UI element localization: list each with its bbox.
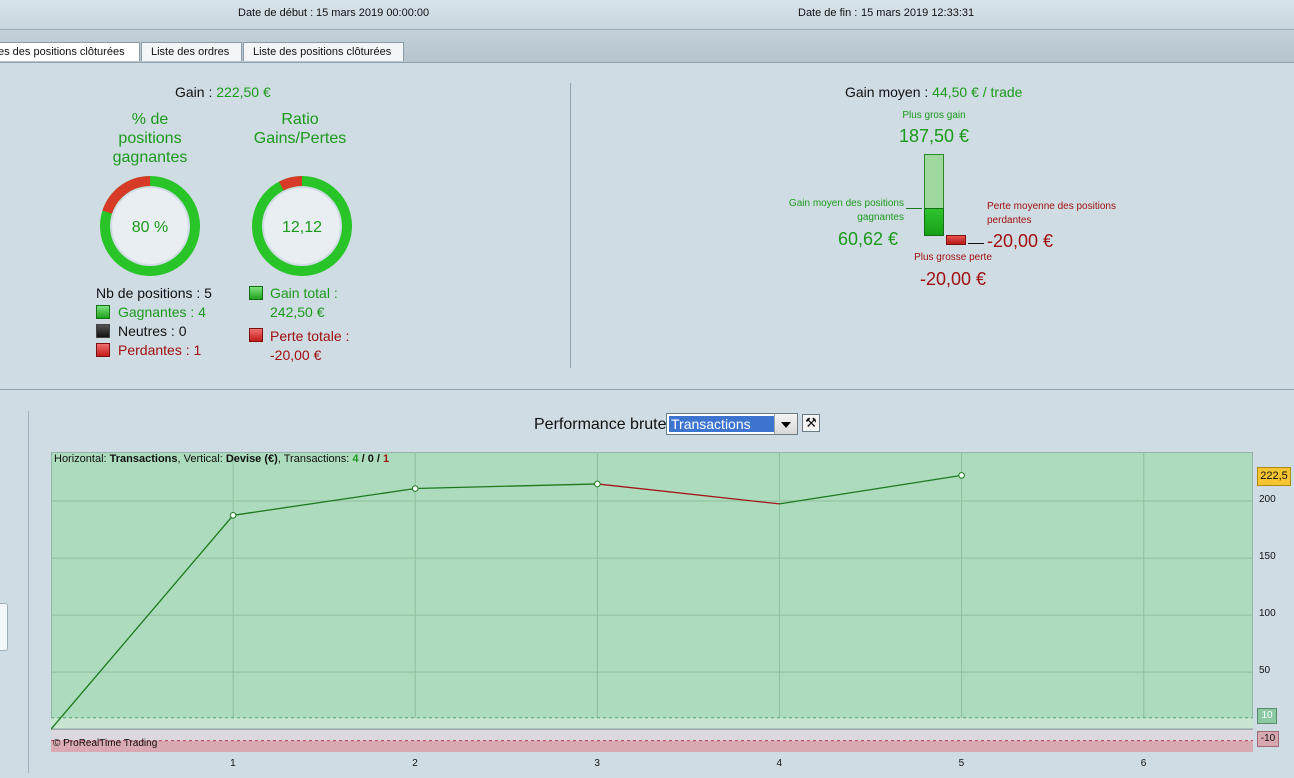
last-value-tag: 222,5 bbox=[1257, 467, 1291, 486]
performance-title: Performance brute bbox=[534, 416, 667, 433]
side-splitter[interactable] bbox=[28, 411, 29, 773]
tab-statistics[interactable]: es des positions clôturées bbox=[0, 42, 140, 61]
losing-swatch bbox=[96, 343, 110, 357]
average-loss-pointer bbox=[968, 243, 984, 244]
ratio-title: Ratio Gains/Pertes bbox=[253, 111, 347, 147]
biggest-gain-label: Plus gros gain bbox=[902, 110, 966, 121]
axis-mode-select[interactable]: Transactions bbox=[666, 413, 798, 435]
loss-total-swatch bbox=[249, 328, 263, 342]
copyright-text: © ProRealTime Trading bbox=[53, 738, 158, 749]
y-tick-label: 100 bbox=[1259, 608, 1276, 620]
average-win-value: 60,62 € bbox=[838, 229, 899, 249]
date-range-bar: Date de début : 15 mars 2019 00:00:00 Da… bbox=[0, 0, 1294, 30]
biggest-loss-value: -20,00 € bbox=[919, 269, 987, 289]
axis-mode-value: Transactions bbox=[669, 416, 775, 432]
y-tick-label: 50 bbox=[1259, 665, 1271, 677]
pct-winning-value: 80 % bbox=[132, 219, 168, 236]
average-gain: Gain moyen : 44,50 € / trade bbox=[845, 84, 1022, 100]
equity-point bbox=[411, 485, 419, 492]
x-tick-label: 1 bbox=[230, 758, 236, 769]
positions-count: Nb de positions : 5 bbox=[96, 285, 212, 301]
equity-point bbox=[958, 472, 965, 479]
average-loss-bar bbox=[946, 235, 966, 245]
average-gain-label: Gain moyen : bbox=[845, 84, 929, 100]
winning-count: Gagnantes : 4 bbox=[118, 304, 206, 320]
equity-segment bbox=[51, 514, 234, 730]
x-tick-label: 4 bbox=[776, 758, 783, 769]
biggest-gain-value: 187,50 € bbox=[898, 126, 970, 146]
equity-segment bbox=[597, 483, 780, 505]
legend-vertical-label: Vertical: bbox=[183, 453, 223, 465]
start-date-value: 15 mars 2019 00:00:00 bbox=[316, 7, 430, 19]
losing-count: Perdantes : 1 bbox=[118, 342, 202, 358]
legend-horizontal-value: Transactions bbox=[109, 453, 178, 465]
performance-chart-svg bbox=[51, 452, 1253, 752]
chart-legend: Horizontal: Transactions, Vertical: Devi… bbox=[54, 453, 390, 465]
ratio-donut: 12,12 bbox=[252, 176, 352, 276]
equity-segment bbox=[779, 474, 962, 505]
gain-label: Gain : bbox=[175, 84, 213, 100]
equity-segment bbox=[233, 487, 416, 516]
winning-swatch bbox=[96, 305, 110, 319]
legend-sep-1: / bbox=[361, 453, 365, 465]
legend-wins: 4 bbox=[352, 453, 359, 465]
ratio-value: 12,12 bbox=[282, 219, 322, 236]
y-tick-label: 150 bbox=[1259, 551, 1276, 563]
equity-point bbox=[229, 512, 237, 519]
band-upper-tag: 10 bbox=[1257, 708, 1277, 724]
average-win-pointer bbox=[906, 208, 922, 209]
x-tick-label: 3 bbox=[594, 758, 600, 769]
gain-total-swatch bbox=[249, 286, 263, 300]
equity-segment bbox=[415, 483, 598, 490]
x-tick-label: 5 bbox=[958, 758, 965, 769]
negative-band bbox=[51, 740, 1253, 752]
average-loss-label: Perte moyenne des positions perdantes bbox=[987, 201, 1116, 226]
legend-horizontal-label: Horizontal: bbox=[54, 453, 107, 465]
average-gain-bar bbox=[924, 208, 944, 236]
neutral-swatch bbox=[96, 324, 110, 338]
legend-losses: 1 bbox=[383, 453, 390, 465]
legend-neutral: 0 bbox=[367, 453, 374, 465]
panel-divider bbox=[570, 83, 571, 368]
tab-orders-list[interactable]: Liste des ordres bbox=[141, 42, 242, 61]
pct-winning-donut: 80 % bbox=[100, 176, 200, 276]
gain-total-label: Gain total : bbox=[270, 285, 338, 301]
gain-summary: Gain : 222,50 € bbox=[175, 84, 271, 100]
tab-closed-positions[interactable]: Liste des positions clôturées bbox=[243, 42, 404, 61]
gain-value: 222,50 € bbox=[216, 84, 271, 100]
legend-transactions-label: Transactions: bbox=[283, 453, 350, 465]
collapse-handle[interactable] bbox=[0, 603, 8, 651]
loss-total-label: Perte totale : bbox=[270, 328, 350, 344]
chevron-down-icon[interactable] bbox=[774, 414, 797, 434]
section-divider bbox=[0, 389, 1294, 390]
loss-total-value: -20,00 € bbox=[270, 347, 322, 363]
biggest-loss-label: Plus grosse perte bbox=[914, 252, 992, 263]
pct-winning-title: % de positions gagnantes bbox=[112, 111, 188, 166]
end-date-label: Date de fin : bbox=[798, 7, 858, 19]
x-tick-label: 6 bbox=[1140, 758, 1147, 769]
start-date-label: Date de début : bbox=[238, 7, 314, 19]
gain-total-value: 242,50 € bbox=[270, 304, 325, 320]
positive-band bbox=[51, 717, 1253, 730]
tab-strip: es des positions clôturées Liste des ord… bbox=[0, 30, 1294, 63]
band-lower-tag: -10 bbox=[1257, 731, 1279, 747]
average-loss-value: -20,00 € bbox=[987, 231, 1054, 251]
legend-vertical-value: Devise (€) bbox=[225, 453, 278, 465]
wrench-icon[interactable]: ⚒ bbox=[802, 414, 820, 432]
x-tick-label: 2 bbox=[412, 758, 418, 769]
y-tick-label: 200 bbox=[1259, 494, 1276, 506]
end-date-value: 15 mars 2019 12:33:31 bbox=[861, 7, 975, 19]
average-win-label: Gain moyen des positions gagnantes bbox=[788, 198, 904, 223]
neutral-count: Neutres : 0 bbox=[118, 323, 187, 339]
legend-sep-2: / bbox=[376, 453, 380, 465]
average-gain-value: 44,50 € / trade bbox=[932, 84, 1023, 100]
equity-point bbox=[594, 480, 601, 488]
performance-chart: Horizontal: Transactions, Vertical: Devi… bbox=[51, 452, 1253, 752]
